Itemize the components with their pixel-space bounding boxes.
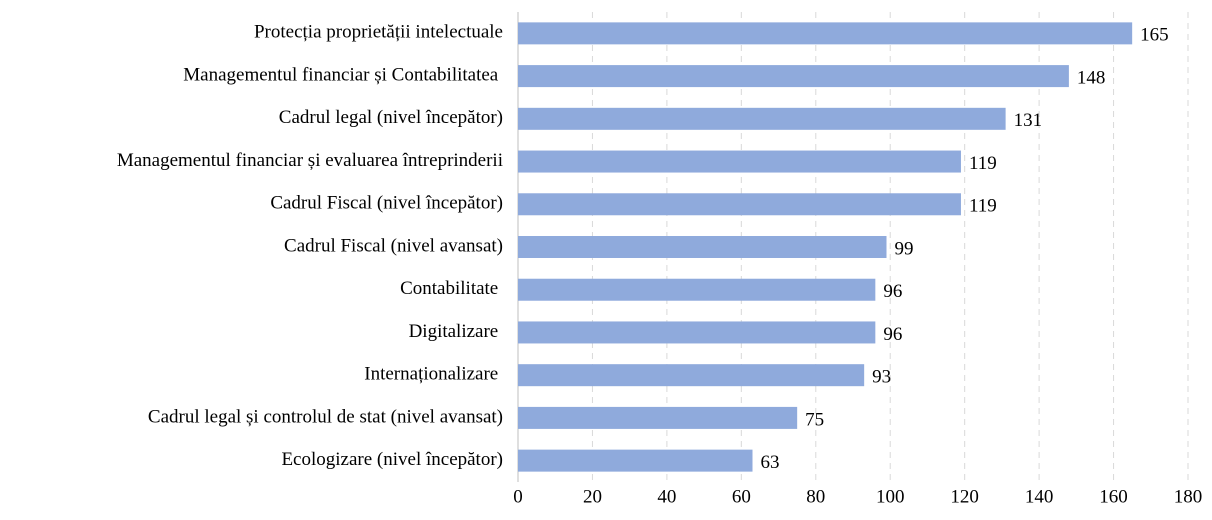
x-tick-label: 140 — [1025, 486, 1054, 507]
bar — [518, 107, 1006, 130]
x-tick-label: 60 — [732, 486, 751, 507]
bar — [518, 65, 1069, 88]
y-tick-label: Cadrul Fiscal (nivel avansat) — [284, 235, 503, 256]
value-label: 63 — [761, 452, 780, 473]
value-label: 119 — [969, 196, 997, 217]
y-tick-label: Internaționalizare — [364, 364, 503, 385]
value-label: 148 — [1077, 67, 1106, 88]
x-tick-label: 120 — [950, 486, 979, 507]
x-tick-label: 160 — [1099, 486, 1128, 507]
bar — [518, 22, 1133, 45]
value-label: 131 — [1014, 110, 1043, 131]
value-label: 96 — [883, 324, 902, 345]
x-tick-label: 20 — [583, 486, 602, 507]
value-label: 119 — [969, 153, 997, 174]
y-tick-label: Contabilitate — [400, 278, 503, 299]
y-tick-label: Digitalizare — [409, 321, 503, 342]
value-label: 165 — [1140, 25, 1169, 46]
value-label: 75 — [805, 409, 824, 430]
x-tick-label: 40 — [657, 486, 676, 507]
value-label: 93 — [872, 367, 891, 388]
bar — [518, 150, 961, 173]
y-tick-label: Managementul financiar și evaluarea într… — [117, 150, 503, 171]
bar — [518, 236, 887, 258]
value-label: 96 — [883, 281, 902, 302]
y-tick-label: Cadrul Fiscal (nivel începător) — [270, 193, 503, 214]
x-tick-label: 180 — [1174, 486, 1203, 507]
x-tick-label: 0 — [513, 486, 523, 507]
bar — [518, 364, 865, 387]
bar — [518, 278, 876, 301]
x-tick-label: 80 — [806, 486, 825, 507]
value-label: 99 — [895, 238, 914, 259]
y-tick-label: Protecția proprietății intelectuale — [254, 22, 503, 43]
y-tick-label: Cadrul legal (nivel începător) — [279, 107, 503, 128]
y-tick-label: Cadrul legal și controlul de stat (nivel… — [148, 406, 503, 427]
y-tick-label: Ecologizare (nivel începător) — [281, 449, 503, 470]
y-tick-label: Managementul financiar și Contabilitatea — [183, 64, 503, 85]
bar — [518, 193, 961, 216]
bar — [518, 449, 753, 472]
x-tick-label: 100 — [876, 486, 905, 507]
bar — [518, 406, 798, 429]
bar — [518, 321, 876, 344]
